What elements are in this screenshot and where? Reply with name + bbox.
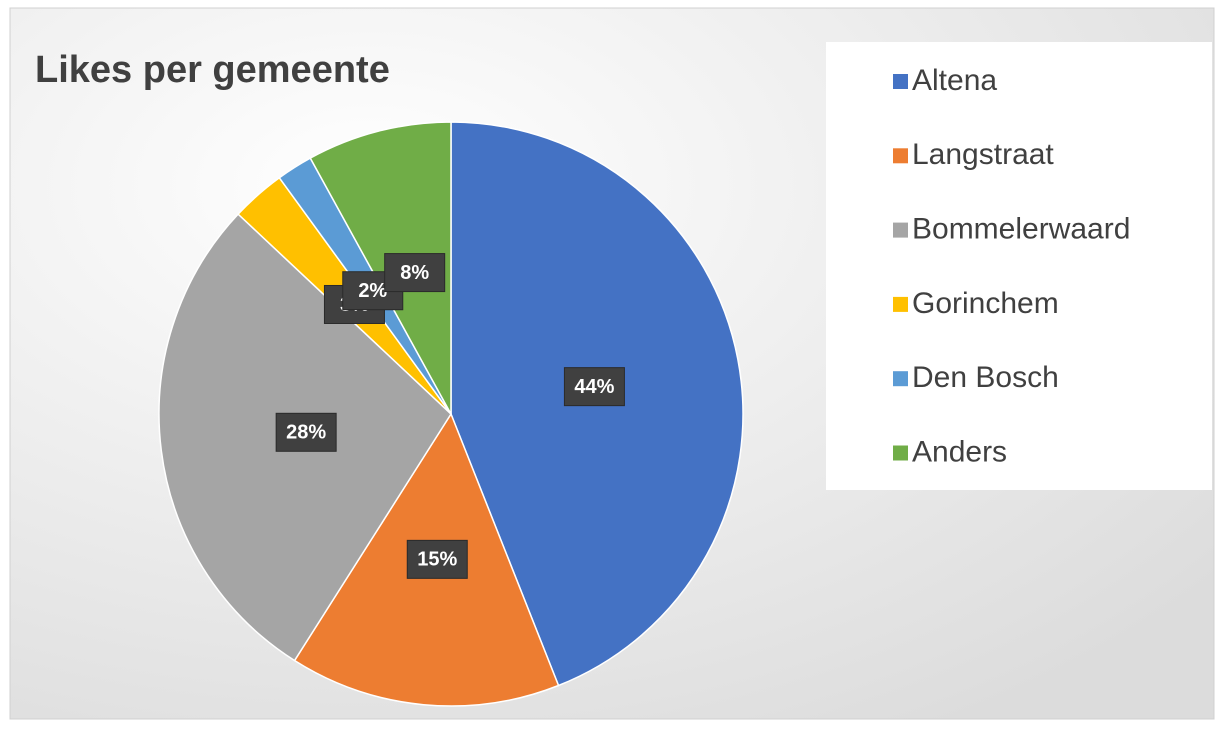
data-label-text: 2%: [358, 280, 387, 302]
data-label-text: 44%: [574, 376, 614, 398]
data-label-box: [275, 412, 337, 452]
data-label-text: 8%: [400, 262, 429, 284]
legend: [826, 42, 1212, 490]
data-label-text: 28%: [286, 422, 326, 444]
legend-swatch: [893, 296, 908, 312]
legend-swatch: [893, 148, 908, 164]
data-label-text: 15%: [417, 549, 457, 571]
pie: [158, 121, 744, 707]
data-label: 15%: [406, 539, 468, 579]
data-label-box: [406, 539, 468, 579]
legend-swatch: [893, 445, 908, 461]
legend-swatch: [893, 222, 908, 238]
data-label-box: [563, 367, 625, 407]
pie-slice: [309, 121, 452, 415]
legend-swatch: [893, 371, 908, 387]
legend-label: Anders: [912, 435, 1007, 468]
data-label: 44%: [563, 367, 625, 407]
legend-swatch: [893, 74, 908, 89]
chart-title: Likes per gemeente: [35, 49, 390, 91]
data-labels: 44%15%28%3%2%8%: [275, 253, 625, 579]
legend-label: Altena: [912, 64, 997, 97]
legend-label: Gorinchem: [912, 287, 1059, 320]
legend-label: Langstraat: [912, 138, 1054, 171]
data-label: 8%: [384, 253, 446, 293]
legend-label: Bommelerwaard: [912, 213, 1130, 246]
data-label: 28%: [275, 412, 337, 452]
legend-entries: Altena Langstraat Bommelerwaard Gorinchem De…: [893, 64, 1130, 468]
legend-label: Den Bosch: [912, 361, 1059, 394]
data-label-box: [384, 253, 446, 293]
